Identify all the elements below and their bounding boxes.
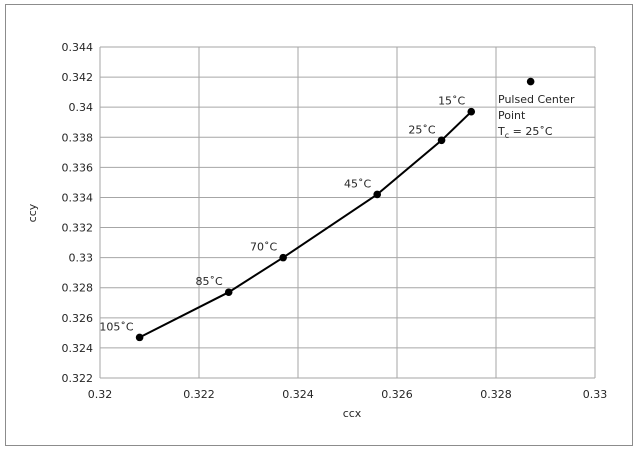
series-line [139, 110, 472, 339]
y-tick-label: 0.338 [62, 131, 94, 144]
data-point [135, 333, 144, 342]
y-tick-label: 0.328 [62, 282, 94, 295]
point-label: 70˚C [250, 241, 277, 254]
y-tick-label: 0.344 [62, 41, 94, 54]
y-tick-label: 0.322 [62, 372, 94, 385]
point-label: 45˚C [344, 177, 371, 190]
tick-labels: 0.322 0.324 0.326 0.328 0.33 0.332 0.334 0.336 0… [62, 41, 608, 401]
point-labels: 105˚C 85˚C 70˚C 45˚C 25˚C 15˚C [99, 95, 465, 334]
y-tick-label: 0.33 [69, 252, 94, 265]
y-tick-label: 0.34 [69, 101, 94, 114]
tc-main: T [497, 125, 505, 138]
data-point [467, 107, 476, 116]
y-tick-label: 0.326 [62, 312, 94, 325]
y-tick-label: 0.342 [62, 71, 94, 84]
y-tick-label: 0.336 [62, 161, 94, 174]
y-tick-label: 0.334 [62, 191, 94, 204]
point-label: 25˚C [408, 123, 435, 136]
data-point [437, 136, 446, 145]
point-label: 105˚C [99, 320, 133, 333]
chart-frame: 0.322 0.324 0.326 0.328 0.33 0.332 0.334 0.336 0… [5, 4, 633, 446]
data-point [373, 190, 382, 199]
series [135, 77, 535, 342]
pulsed-annotation: Pulsed Center Point Tc = 25˚C [497, 93, 575, 140]
data-point [224, 288, 233, 297]
tc-subscript: c [505, 131, 509, 140]
chart: 0.322 0.324 0.326 0.328 0.33 0.332 0.334 0.336 0… [26, 41, 608, 420]
pulsed-annotation-line2: Point [498, 109, 526, 122]
y-tick-label: 0.332 [62, 222, 94, 235]
pulsed-annotation-line1: Pulsed Center [498, 93, 575, 106]
x-tick-label: 0.326 [381, 388, 413, 401]
pulsed-center-point [526, 77, 535, 86]
point-label: 85˚C [196, 275, 223, 288]
x-tick-label: 0.33 [583, 388, 608, 401]
pulsed-annotation-line3: Tc = 25˚C [497, 125, 553, 140]
x-tick-label: 0.324 [282, 388, 314, 401]
x-tick-label: 0.32 [88, 388, 113, 401]
y-tick-label: 0.324 [62, 342, 94, 355]
y-axis-label: ccy [26, 203, 39, 222]
point-label: 15˚C [438, 95, 465, 108]
x-tick-label: 0.328 [480, 388, 512, 401]
data-point [279, 253, 287, 262]
x-axis-label: ccx [343, 407, 362, 420]
grid [99, 46, 596, 379]
x-tick-label: 0.322 [183, 388, 215, 401]
tc-rest: = 25˚C [509, 125, 553, 138]
